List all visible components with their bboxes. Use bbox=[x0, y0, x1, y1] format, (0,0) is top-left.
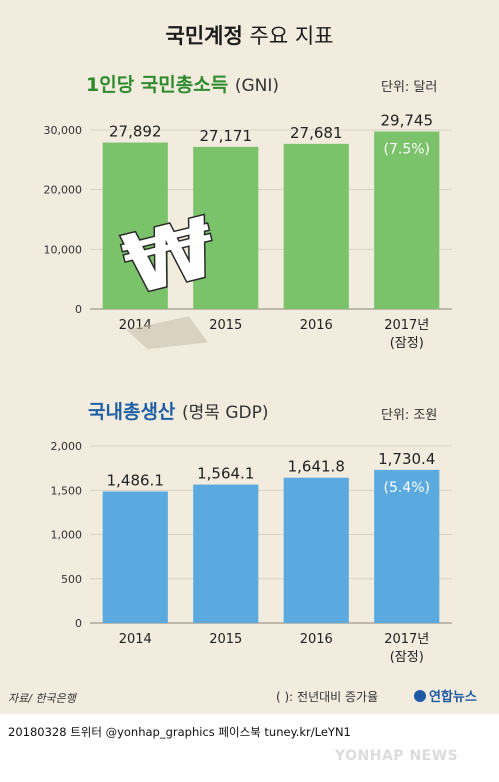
legend-note: ( ): 전년대비 증가율 bbox=[276, 690, 379, 704]
gdp-category-label: 2014 bbox=[119, 632, 152, 647]
brand-logo: 연합뉴스 bbox=[414, 686, 477, 705]
gdp-category-note: (잠정) bbox=[390, 650, 424, 665]
gni-section-title: 1인당 국민총소득 (GNI) bbox=[86, 70, 279, 97]
gni-category-label: 2015 bbox=[209, 318, 242, 333]
source-note: 자료/ 한국은행 bbox=[8, 692, 76, 705]
gdp-bar bbox=[374, 469, 440, 623]
gdp-title-sub: (명목 GDP) bbox=[182, 403, 269, 423]
gni-category-label: 2017년 bbox=[384, 318, 429, 333]
gdp-value-label: 1,730.4 bbox=[378, 450, 435, 468]
gdp-value-label: 1,564.1 bbox=[197, 465, 254, 483]
watermark: YONHAP NEWS bbox=[335, 748, 459, 764]
gdp-section-title: 국내총생산 (명목 GDP) bbox=[88, 397, 269, 424]
gdp-growth-annotation: (5.4%) bbox=[384, 480, 431, 496]
gdp-ytick-label: 2,000 bbox=[51, 440, 83, 453]
gni-value-label: 27,171 bbox=[200, 127, 253, 145]
page-title-rest: 주요 지표 bbox=[249, 24, 334, 48]
gdp-ytick-label: 1,500 bbox=[51, 484, 83, 497]
gni-category-label: 2016 bbox=[300, 318, 333, 333]
gdp-value-label: 1,641.8 bbox=[288, 458, 345, 476]
gdp-plot: 0 500 1,000 1,500 2,000 1,486.1 2014 1,564.1 201… bbox=[51, 440, 452, 665]
brand-name: 연합뉴스 bbox=[429, 690, 477, 705]
gdp-ytick-label: 1,000 bbox=[51, 529, 83, 542]
gdp-category-label: 2017년 bbox=[384, 632, 429, 647]
gni-bar bbox=[283, 143, 349, 309]
gni-value-label: 27,892 bbox=[109, 123, 162, 141]
gni-value-label: 27,681 bbox=[290, 124, 343, 142]
gdp-bar bbox=[102, 491, 168, 623]
gdp-ytick-label: 500 bbox=[61, 573, 82, 586]
gdp-title-label: 국내총생산 bbox=[88, 401, 176, 423]
gdp-ytick-label: 0 bbox=[75, 617, 82, 630]
gni-growth-annotation: (7.5%) bbox=[384, 142, 431, 158]
gdp-category-label: 2015 bbox=[209, 632, 242, 647]
gdp-category-label: 2016 bbox=[300, 632, 333, 647]
gdp-unit-label: 단위: 조원 bbox=[381, 408, 438, 423]
gni-bar bbox=[102, 142, 168, 309]
gni-title-label: 1인당 국민총소득 bbox=[86, 74, 229, 96]
gdp-value-label: 1,486.1 bbox=[107, 471, 164, 489]
gni-value-label: 29,745 bbox=[381, 112, 434, 130]
gni-ytick-label: 0 bbox=[75, 303, 82, 316]
gni-ytick-label: 10,000 bbox=[44, 243, 83, 256]
gdp-bar bbox=[283, 477, 349, 623]
page-title-bold: 국민계정 bbox=[165, 24, 243, 48]
gni-category-note: (잠정) bbox=[390, 336, 424, 351]
gni-ytick-label: 30,000 bbox=[44, 124, 83, 137]
gni-ytick-label: 20,000 bbox=[44, 184, 83, 197]
gni-title-sub: (GNI) bbox=[234, 76, 279, 96]
brand-mark-icon bbox=[414, 690, 426, 702]
gni-bar bbox=[374, 131, 440, 309]
page-title: 국민계정 주요 지표 bbox=[0, 20, 499, 50]
gni-bar bbox=[193, 146, 259, 309]
gdp-bar bbox=[193, 484, 259, 623]
credit-line: 20180328 트위터 @yonhap_graphics 페이스북 tuney… bbox=[8, 725, 351, 739]
gdp-bar-chart: 0 500 1,000 1,500 2,000 1,486.1 2014 1,564.1 201… bbox=[51, 440, 452, 665]
gni-unit-label: 단위: 달러 bbox=[381, 80, 438, 95]
